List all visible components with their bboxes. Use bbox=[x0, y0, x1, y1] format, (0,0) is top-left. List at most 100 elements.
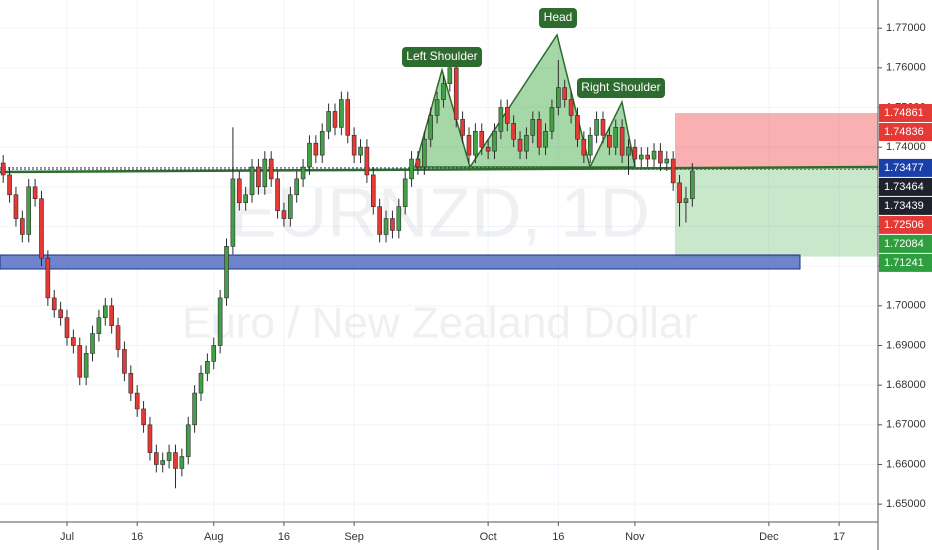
y-tick-label: 1.74000 bbox=[886, 141, 926, 153]
candle-body bbox=[683, 198, 689, 203]
price-badge-label: 1.73477 bbox=[884, 162, 924, 174]
candle-body bbox=[345, 99, 351, 136]
candle-body bbox=[13, 194, 19, 219]
candle-body bbox=[294, 178, 300, 196]
candle-body bbox=[479, 130, 485, 148]
candle-body bbox=[632, 146, 638, 160]
price-badge bbox=[879, 196, 932, 215]
candle-body bbox=[122, 349, 127, 374]
candle-body bbox=[115, 325, 121, 350]
y-tick-label: 1.66000 bbox=[886, 458, 926, 470]
y-tick-label: 1.70000 bbox=[886, 300, 926, 312]
candle-body bbox=[453, 67, 459, 120]
candle-body bbox=[600, 119, 606, 136]
x-tick-label: 16 bbox=[552, 531, 564, 543]
pattern-label-bg bbox=[577, 78, 665, 98]
y-tick-label: 1.77000 bbox=[886, 22, 926, 34]
candle-body bbox=[179, 456, 185, 469]
candle-body bbox=[154, 452, 159, 465]
candle-body bbox=[268, 158, 274, 180]
y-axis-panel bbox=[878, 0, 932, 550]
price-badge bbox=[879, 123, 932, 142]
candle-body bbox=[205, 361, 210, 374]
candle-body bbox=[160, 460, 166, 465]
candle-body bbox=[638, 154, 644, 160]
candle-body bbox=[364, 146, 370, 176]
candle-body bbox=[147, 424, 153, 453]
candle-body bbox=[185, 424, 191, 457]
target-zone bbox=[675, 167, 878, 257]
candle-body bbox=[358, 146, 363, 156]
candle-body bbox=[530, 119, 536, 136]
candle-body bbox=[26, 186, 32, 235]
candle-body bbox=[434, 99, 440, 116]
candle-body bbox=[288, 194, 293, 219]
position-zones bbox=[0, 113, 878, 257]
candle-body bbox=[670, 158, 676, 184]
candle-body bbox=[339, 99, 344, 128]
candle-body bbox=[51, 297, 57, 311]
price-badge bbox=[879, 158, 932, 177]
x-tick-label: 17 bbox=[833, 531, 845, 543]
candle-body bbox=[485, 146, 491, 152]
candle-body bbox=[645, 154, 650, 160]
candle-body bbox=[587, 134, 593, 156]
candle-body bbox=[428, 115, 434, 140]
candle-body bbox=[256, 166, 261, 188]
candle-body bbox=[396, 206, 402, 231]
candle-body bbox=[402, 178, 408, 207]
candle-body bbox=[128, 372, 134, 394]
price-badge-label: 1.73464 bbox=[884, 181, 924, 193]
y-tick-label: 1.76000 bbox=[886, 62, 926, 74]
candle-body bbox=[109, 305, 114, 326]
price-badge bbox=[879, 104, 932, 123]
candle-body bbox=[377, 206, 382, 235]
candle-body bbox=[64, 317, 70, 338]
price-badge bbox=[879, 253, 932, 272]
candle-body bbox=[607, 134, 612, 148]
candle-body bbox=[313, 142, 319, 156]
candle-body bbox=[383, 218, 389, 235]
candle-body bbox=[230, 178, 236, 247]
candle-body bbox=[543, 130, 548, 148]
candle-body bbox=[173, 452, 178, 469]
x-tick-label: 16 bbox=[278, 531, 290, 543]
candle-body bbox=[77, 345, 83, 378]
candle-body bbox=[243, 194, 248, 203]
candle-body bbox=[83, 353, 89, 378]
candle-body bbox=[568, 99, 574, 116]
pattern-label: Right Shoulder bbox=[581, 80, 660, 94]
candle-body bbox=[236, 178, 242, 203]
candle-body bbox=[441, 83, 446, 100]
candle-body bbox=[7, 174, 12, 196]
candle-body bbox=[626, 146, 631, 156]
candle-body bbox=[575, 115, 580, 140]
watermark: EURNZD, 1D bbox=[230, 173, 650, 251]
price-badge bbox=[879, 215, 932, 234]
price-badge-label: 1.74836 bbox=[884, 126, 924, 138]
watermark-subtitle: Euro / New Zealand Dollar bbox=[182, 299, 698, 348]
candle-body bbox=[332, 111, 338, 128]
candle-body bbox=[45, 257, 51, 299]
candle-body bbox=[90, 333, 95, 354]
candle-body bbox=[141, 408, 146, 426]
candle-body bbox=[224, 246, 229, 299]
candle-body bbox=[39, 198, 44, 259]
candle-body bbox=[524, 134, 529, 152]
candle-body bbox=[198, 372, 204, 394]
candle-body bbox=[262, 158, 268, 188]
x-tick-label: Aug bbox=[204, 531, 224, 543]
candle-body bbox=[102, 305, 108, 319]
candles bbox=[0, 59, 695, 489]
pattern-label: Left Shoulder bbox=[406, 49, 477, 63]
price-badge bbox=[879, 177, 932, 196]
pattern-label-bg bbox=[402, 47, 482, 67]
candle-body bbox=[581, 138, 587, 156]
x-tick-label: Nov bbox=[625, 531, 645, 543]
candle-body bbox=[658, 150, 663, 164]
candle-body bbox=[96, 317, 102, 334]
candle-body bbox=[415, 158, 421, 168]
price-badge bbox=[879, 234, 932, 253]
candle-body bbox=[390, 218, 395, 231]
